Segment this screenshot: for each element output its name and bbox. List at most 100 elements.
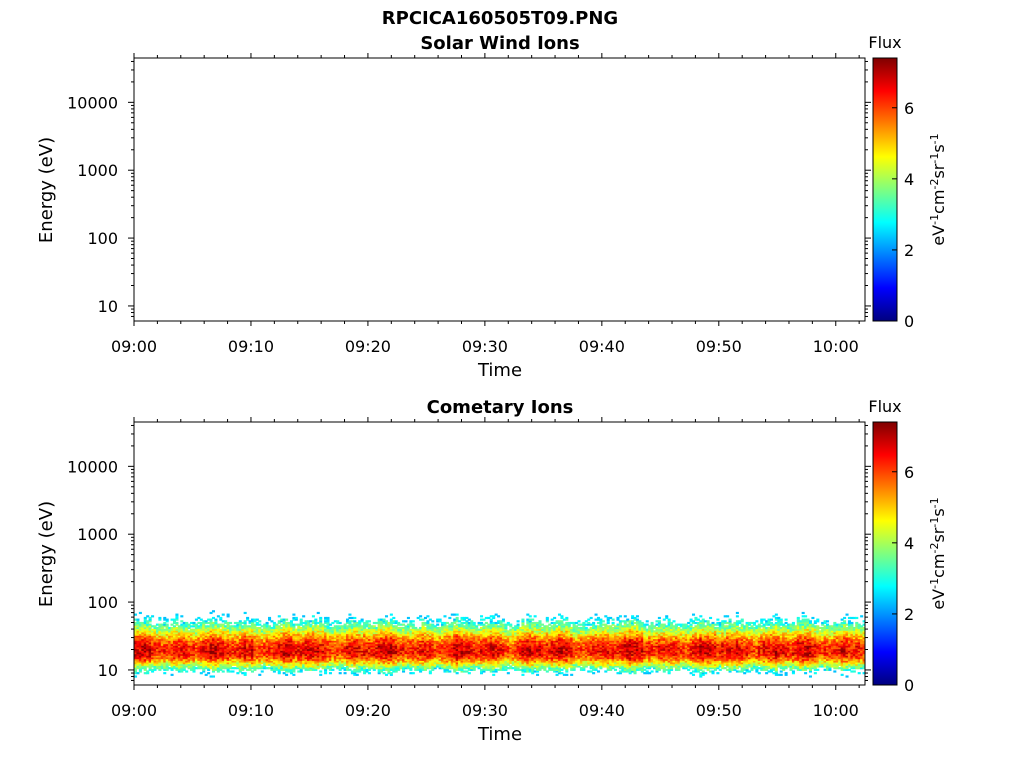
flux-cell xyxy=(455,652,459,655)
flux-cell xyxy=(280,660,284,663)
flux-cell xyxy=(416,662,420,665)
flux-cell xyxy=(404,630,408,633)
flux-cell xyxy=(528,667,532,670)
flux-cell xyxy=(360,641,364,645)
flux-cell xyxy=(324,650,328,653)
flux-cell xyxy=(475,660,479,663)
flux-cell xyxy=(287,658,291,661)
flux-cell xyxy=(387,653,391,656)
flux-cell xyxy=(441,662,445,665)
flux-cell xyxy=(314,667,318,670)
flux-cell xyxy=(211,635,216,638)
flux-cell xyxy=(462,631,466,635)
flux-cell xyxy=(358,625,362,628)
flux-cell xyxy=(375,645,379,648)
flux-cell xyxy=(475,655,479,658)
flux-cell xyxy=(241,625,245,628)
flux-cell xyxy=(328,643,332,646)
flux-cell xyxy=(350,626,354,630)
flux-cell xyxy=(445,626,449,630)
flux-cell xyxy=(185,635,189,638)
flux-cell xyxy=(511,645,515,648)
flux-cell xyxy=(484,650,488,653)
flux-cell xyxy=(243,640,247,643)
flux-cell xyxy=(238,655,242,658)
flux-cell xyxy=(304,653,308,656)
flux-cell xyxy=(134,675,138,678)
flux-cell xyxy=(209,611,213,615)
flux-cell xyxy=(226,655,230,658)
flux-cell xyxy=(292,640,296,643)
flux-cell xyxy=(341,655,345,658)
flux-cell xyxy=(392,650,396,653)
flux-cell xyxy=(236,648,240,651)
flux-cell xyxy=(214,623,218,626)
flux-cell xyxy=(255,635,259,638)
flux-cell xyxy=(377,623,381,626)
flux-cell xyxy=(416,643,420,646)
flux-cell xyxy=(419,636,423,640)
flux-cell xyxy=(260,628,264,631)
flux-cell xyxy=(523,663,527,666)
flux-cell xyxy=(219,668,223,671)
flux-cell xyxy=(336,620,340,623)
flux-cell xyxy=(511,657,515,660)
flux-cell xyxy=(146,653,150,656)
flux-cell xyxy=(216,638,220,641)
flux-cell xyxy=(297,643,301,646)
flux-cell xyxy=(448,667,452,670)
flux-cell xyxy=(402,657,406,660)
flux-cell xyxy=(190,631,194,635)
flux-cell xyxy=(419,626,423,630)
flux-cell xyxy=(482,631,486,635)
flux-cell xyxy=(402,647,406,650)
flux-cell xyxy=(314,621,318,625)
flux-cell xyxy=(511,660,515,663)
flux-cell xyxy=(246,648,250,651)
flux-cell xyxy=(389,660,393,663)
flux-cell xyxy=(384,652,389,655)
flux-cell xyxy=(146,645,150,648)
flux-cell xyxy=(163,660,167,663)
flux-cell xyxy=(428,655,432,658)
flux-cell xyxy=(458,652,462,655)
flux-cell xyxy=(197,662,201,665)
flux-cell xyxy=(341,657,345,660)
flux-cell xyxy=(268,650,272,653)
flux-cell xyxy=(289,655,293,658)
flux-cell xyxy=(492,638,496,641)
flux-cell xyxy=(138,641,142,645)
flux-cell xyxy=(289,636,293,640)
flux-cell xyxy=(448,623,452,626)
flux-cell xyxy=(294,618,298,621)
flux-cell xyxy=(404,650,408,653)
flux-cell xyxy=(153,663,157,666)
flux-cell xyxy=(414,662,418,665)
flux-cell xyxy=(185,650,189,653)
flux-cell xyxy=(224,652,228,655)
flux-cell xyxy=(475,628,479,631)
flux-cell xyxy=(465,640,469,643)
flux-cell xyxy=(494,631,498,635)
flux-cell xyxy=(458,668,462,671)
flux-cell xyxy=(355,670,359,673)
flux-cell xyxy=(153,657,157,660)
flux-cell xyxy=(236,660,240,663)
flux-cell xyxy=(389,662,393,665)
flux-cell xyxy=(460,628,464,631)
flux-cell xyxy=(209,675,213,678)
flux-cell xyxy=(275,626,279,630)
flux-cell xyxy=(472,640,476,643)
flux-cell xyxy=(314,645,318,648)
flux-cell xyxy=(265,628,269,631)
flux-cell xyxy=(504,631,508,635)
flux-cell xyxy=(492,616,496,620)
flux-cell xyxy=(326,628,330,631)
flux-cell xyxy=(506,641,510,645)
flux-cell xyxy=(168,657,172,660)
flux-cell xyxy=(365,620,369,623)
flux-cell xyxy=(338,630,342,633)
flux-cell xyxy=(333,652,337,655)
flux-cell xyxy=(175,613,179,616)
flux-cell xyxy=(319,626,323,630)
